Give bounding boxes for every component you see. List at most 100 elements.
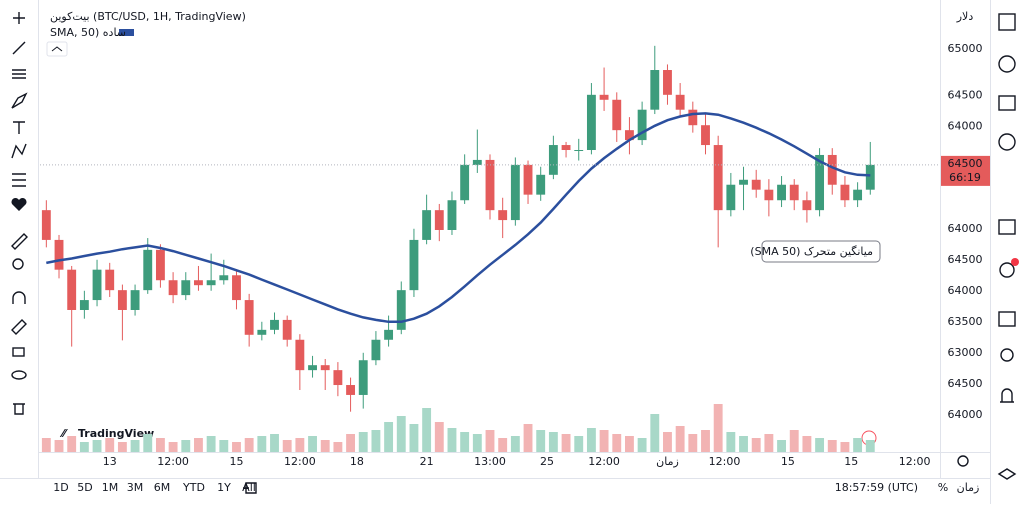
layers[interactable] xyxy=(997,468,1017,480)
legend-swatch xyxy=(119,29,134,36)
x-tick-label: 25 xyxy=(540,455,554,468)
candle-body xyxy=(650,70,660,110)
candle-body xyxy=(282,319,292,340)
volume-bar xyxy=(523,424,533,452)
visibility[interactable] xyxy=(11,370,27,380)
volume-bar xyxy=(41,438,51,452)
candle-body xyxy=(536,174,546,195)
candle-body xyxy=(574,150,584,152)
candle-body xyxy=(130,290,140,310)
annotation-box xyxy=(761,240,881,263)
volume-bar xyxy=(181,440,191,452)
candle-body xyxy=(637,109,647,141)
volume-bar xyxy=(536,430,546,452)
date-range[interactable] xyxy=(243,482,257,494)
price-tag-label: 64500 xyxy=(948,157,983,170)
logo-text: TradingView xyxy=(78,427,154,440)
candle-body xyxy=(675,94,685,110)
candle-body xyxy=(168,280,178,296)
volume-bar xyxy=(739,436,748,452)
magnet[interactable] xyxy=(12,291,26,304)
favorites[interactable] xyxy=(11,197,27,211)
fib-tool[interactable] xyxy=(12,69,26,79)
candle-body xyxy=(561,145,571,151)
candle-body xyxy=(117,290,127,310)
price-tag xyxy=(941,155,990,186)
y-tick-label: 63500 xyxy=(948,315,983,328)
delete[interactable] xyxy=(13,403,25,415)
candle-body xyxy=(206,280,216,286)
volume-bar xyxy=(485,430,495,452)
percent-toggle[interactable]: % xyxy=(938,481,948,494)
candle-body xyxy=(777,184,786,201)
logo-mark: ⁄⁄ xyxy=(59,427,69,440)
crosshair-tool[interactable] xyxy=(13,12,25,24)
volume-bar xyxy=(67,436,77,452)
volume-bar xyxy=(561,434,571,452)
messages[interactable] xyxy=(998,311,1016,327)
countdown: 66:19 xyxy=(949,171,981,184)
volume-bar xyxy=(117,442,127,452)
candle-body xyxy=(270,319,279,330)
annotation: میانگین متحرک (SMA 50) xyxy=(750,245,873,258)
watchlist[interactable] xyxy=(998,13,1016,31)
x-tick-label: 15 xyxy=(781,455,795,468)
volume-bar xyxy=(713,404,723,452)
volume-bar xyxy=(168,442,178,452)
hotlist[interactable] xyxy=(998,133,1016,151)
period-button[interactable]: 5D xyxy=(77,481,92,494)
settings[interactable] xyxy=(957,455,969,467)
volume-bar xyxy=(510,436,520,452)
volume-bar xyxy=(802,436,812,452)
x-tick-label: 12:00 xyxy=(709,455,741,468)
x-tick-label: 12:00 xyxy=(157,455,189,468)
data-window[interactable] xyxy=(998,95,1016,111)
volume-bar xyxy=(612,434,622,452)
candle-body xyxy=(688,109,698,126)
prediction-tool[interactable] xyxy=(12,173,26,187)
period-button[interactable]: 1D xyxy=(53,481,68,494)
streams[interactable] xyxy=(1000,348,1014,362)
zoom[interactable] xyxy=(12,258,24,270)
candle-body xyxy=(409,239,419,291)
chats[interactable] xyxy=(998,219,1016,235)
text-tool[interactable] xyxy=(13,121,25,134)
candle-body xyxy=(625,130,634,141)
volume-bar xyxy=(244,438,254,452)
volume-bar xyxy=(346,434,355,452)
period-button[interactable]: 1Y xyxy=(217,481,231,494)
y-tick-label: 64000 xyxy=(948,222,983,235)
collapse-legend[interactable] xyxy=(46,41,68,57)
sma-line xyxy=(46,112,871,324)
time-toggle[interactable]: زمان xyxy=(957,481,980,494)
y-tick-label: 63000 xyxy=(948,346,983,359)
candle-body xyxy=(726,184,736,211)
period-button[interactable]: YTD xyxy=(182,481,205,494)
volume-bar xyxy=(396,416,406,452)
notifications[interactable] xyxy=(1000,388,1014,403)
candle-body xyxy=(308,365,317,371)
lock[interactable] xyxy=(12,347,25,357)
candle-body xyxy=(244,300,254,335)
alerts[interactable] xyxy=(998,55,1016,73)
period-button[interactable]: 1M xyxy=(102,481,119,494)
period-button[interactable]: 3M xyxy=(127,481,144,494)
volume-bar xyxy=(663,432,672,452)
volume-bar xyxy=(599,430,609,452)
ruler[interactable] xyxy=(11,233,28,250)
ideas[interactable] xyxy=(999,262,1015,278)
y-tick-label: 64500 xyxy=(948,377,983,390)
volume-bar xyxy=(625,436,634,452)
lock-drawing[interactable] xyxy=(11,319,27,335)
volume-bar xyxy=(105,438,115,452)
period-button[interactable]: 6M xyxy=(154,481,171,494)
candle-body xyxy=(232,275,241,301)
volume-bar xyxy=(130,440,140,452)
volume-bar xyxy=(853,438,863,452)
brush-tool[interactable] xyxy=(11,92,28,109)
pattern-tool[interactable] xyxy=(11,143,27,159)
volume-bar xyxy=(586,428,596,452)
x-tick-label: 12:00 xyxy=(588,455,620,468)
line-tool[interactable] xyxy=(12,41,26,55)
